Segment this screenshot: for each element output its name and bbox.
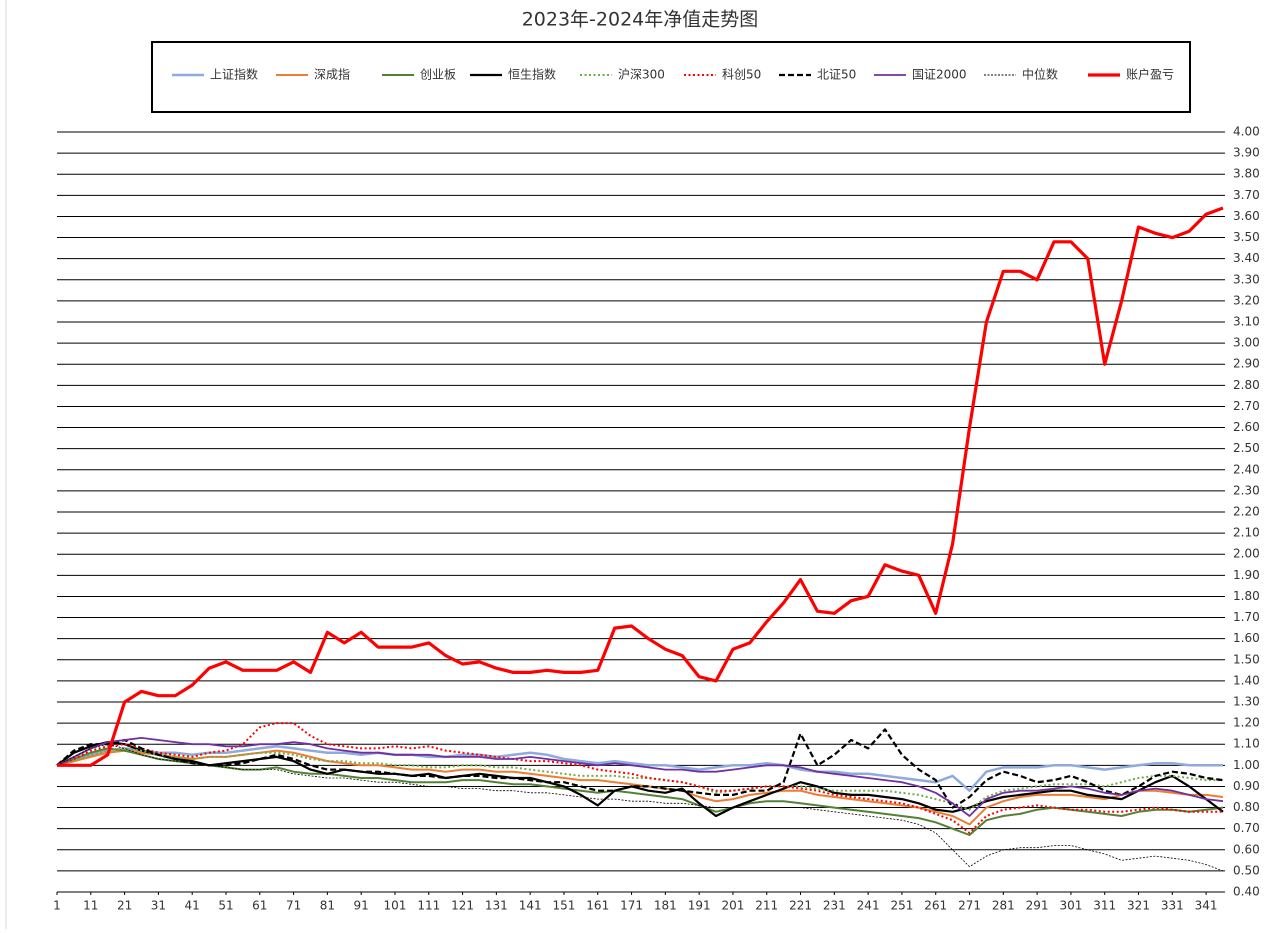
- y-tick-label: 3.60: [1233, 209, 1260, 223]
- x-tick-label: 11: [83, 899, 98, 913]
- x-tick-label: 21: [117, 899, 132, 913]
- x-tick-label: 141: [519, 899, 542, 913]
- x-tick-label: 31: [151, 899, 166, 913]
- y-tick-label: 0.50: [1233, 863, 1260, 877]
- chart-title: 2023年-2024年净值走势图: [522, 9, 759, 31]
- x-tick-label: 171: [620, 899, 643, 913]
- x-tick-label: 181: [654, 899, 677, 913]
- x-tick-label: 161: [586, 899, 609, 913]
- legend-box: [151, 41, 1191, 113]
- y-tick-label: 3.30: [1233, 272, 1260, 286]
- x-tick-label: 231: [823, 899, 846, 913]
- y-tick-label: 2.10: [1233, 526, 1260, 540]
- x-tick-label: 261: [924, 899, 947, 913]
- x-tick-label: 81: [320, 899, 335, 913]
- y-tick-label: 3.00: [1233, 336, 1260, 350]
- legend-label: 沪深300: [618, 68, 665, 82]
- y-tick-label: 0.80: [1233, 800, 1260, 814]
- x-tick-label: 241: [857, 899, 880, 913]
- x-tick-label: 251: [890, 899, 913, 913]
- y-tick-label: 2.70: [1233, 399, 1260, 413]
- legend-label: 中位数: [1022, 67, 1058, 82]
- x-tick-label: 221: [789, 899, 812, 913]
- y-tick-label: 1.90: [1233, 568, 1260, 582]
- x-tick-label: 331: [1161, 899, 1184, 913]
- y-tick-label: 2.20: [1233, 505, 1260, 519]
- x-tick-label: 291: [1026, 899, 1049, 913]
- y-tick-label: 2.40: [1233, 462, 1260, 476]
- series-line: [56, 737, 1224, 817]
- x-tick-label: 121: [451, 899, 474, 913]
- y-tick-label: 3.70: [1233, 188, 1260, 202]
- x-tick-label: 101: [384, 899, 407, 913]
- y-tick-label: 2.80: [1233, 378, 1260, 392]
- x-tick-label: 271: [958, 899, 981, 913]
- x-tick-label: 71: [286, 899, 301, 913]
- x-tick-label: 151: [553, 899, 576, 913]
- legend-label: 科创50: [722, 68, 761, 82]
- x-tick-label: 91: [354, 899, 369, 913]
- series-line: [56, 743, 1224, 872]
- legend-label: 国证2000: [912, 68, 967, 82]
- series-line: [57, 206, 1224, 767]
- x-tick-label: 311: [1093, 899, 1116, 913]
- x-tick-label: 301: [1059, 899, 1082, 913]
- y-tick-label: 0.40: [1233, 885, 1260, 899]
- y-tick-label: 3.90: [1233, 146, 1260, 160]
- y-tick-label: 0.90: [1233, 779, 1260, 793]
- y-tick-label: 2.50: [1233, 441, 1260, 455]
- y-tick-label: 3.40: [1233, 251, 1260, 265]
- y-tick-label: 2.90: [1233, 357, 1260, 371]
- x-tick-label: 211: [755, 899, 778, 913]
- x-tick-label: 111: [417, 899, 440, 913]
- series-line: [56, 747, 1224, 836]
- legend-label: 上证指数: [210, 67, 258, 82]
- y-tick-label: 3.80: [1233, 167, 1260, 181]
- y-tick-label: 4.00: [1233, 125, 1260, 139]
- x-tick-label: 1: [53, 899, 61, 913]
- y-tick-label: 1.10: [1233, 737, 1260, 751]
- y-tick-label: 0.70: [1233, 821, 1260, 835]
- x-tick-label: 41: [185, 899, 200, 913]
- y-tick-label: 1.80: [1233, 589, 1260, 603]
- x-tick-label: 281: [992, 899, 1015, 913]
- legend-label: 北证50: [817, 68, 856, 82]
- y-tick-label: 2.60: [1233, 420, 1260, 434]
- y-tick-label: 3.20: [1233, 293, 1260, 307]
- y-tick-label: 2.30: [1233, 483, 1260, 497]
- x-tick-label: 341: [1195, 899, 1218, 913]
- y-tick-label: 1.60: [1233, 631, 1260, 645]
- y-tick-label: 2.00: [1233, 547, 1260, 561]
- y-tick-label: 1.20: [1233, 716, 1260, 730]
- legend-label: 恒生指数: [508, 67, 556, 82]
- legend-label: 深成指: [314, 67, 350, 82]
- x-tick-label: 61: [252, 899, 267, 913]
- x-tick-label: 191: [688, 899, 711, 913]
- y-tick-label: 1.50: [1233, 652, 1260, 666]
- x-tick-label: 131: [485, 899, 508, 913]
- series-line: [56, 722, 1223, 834]
- y-tick-label: 3.50: [1233, 230, 1260, 244]
- y-tick-label: 1.00: [1233, 758, 1260, 772]
- y-tick-label: 3.10: [1233, 315, 1260, 329]
- x-tick-label: 321: [1127, 899, 1150, 913]
- series-line: [56, 749, 1224, 826]
- x-tick-label: 51: [218, 899, 233, 913]
- y-tick-label: 1.70: [1233, 610, 1260, 624]
- y-tick-label: 0.60: [1233, 842, 1260, 856]
- x-tick-label: 201: [721, 899, 744, 913]
- y-tick-label: 1.30: [1233, 695, 1260, 709]
- series-line: [56, 745, 1223, 792]
- series-line: [56, 741, 1224, 818]
- legend-label: 账户盈亏: [1126, 67, 1174, 82]
- y-tick-label: 1.40: [1233, 673, 1260, 687]
- legend-label: 创业板: [420, 68, 456, 82]
